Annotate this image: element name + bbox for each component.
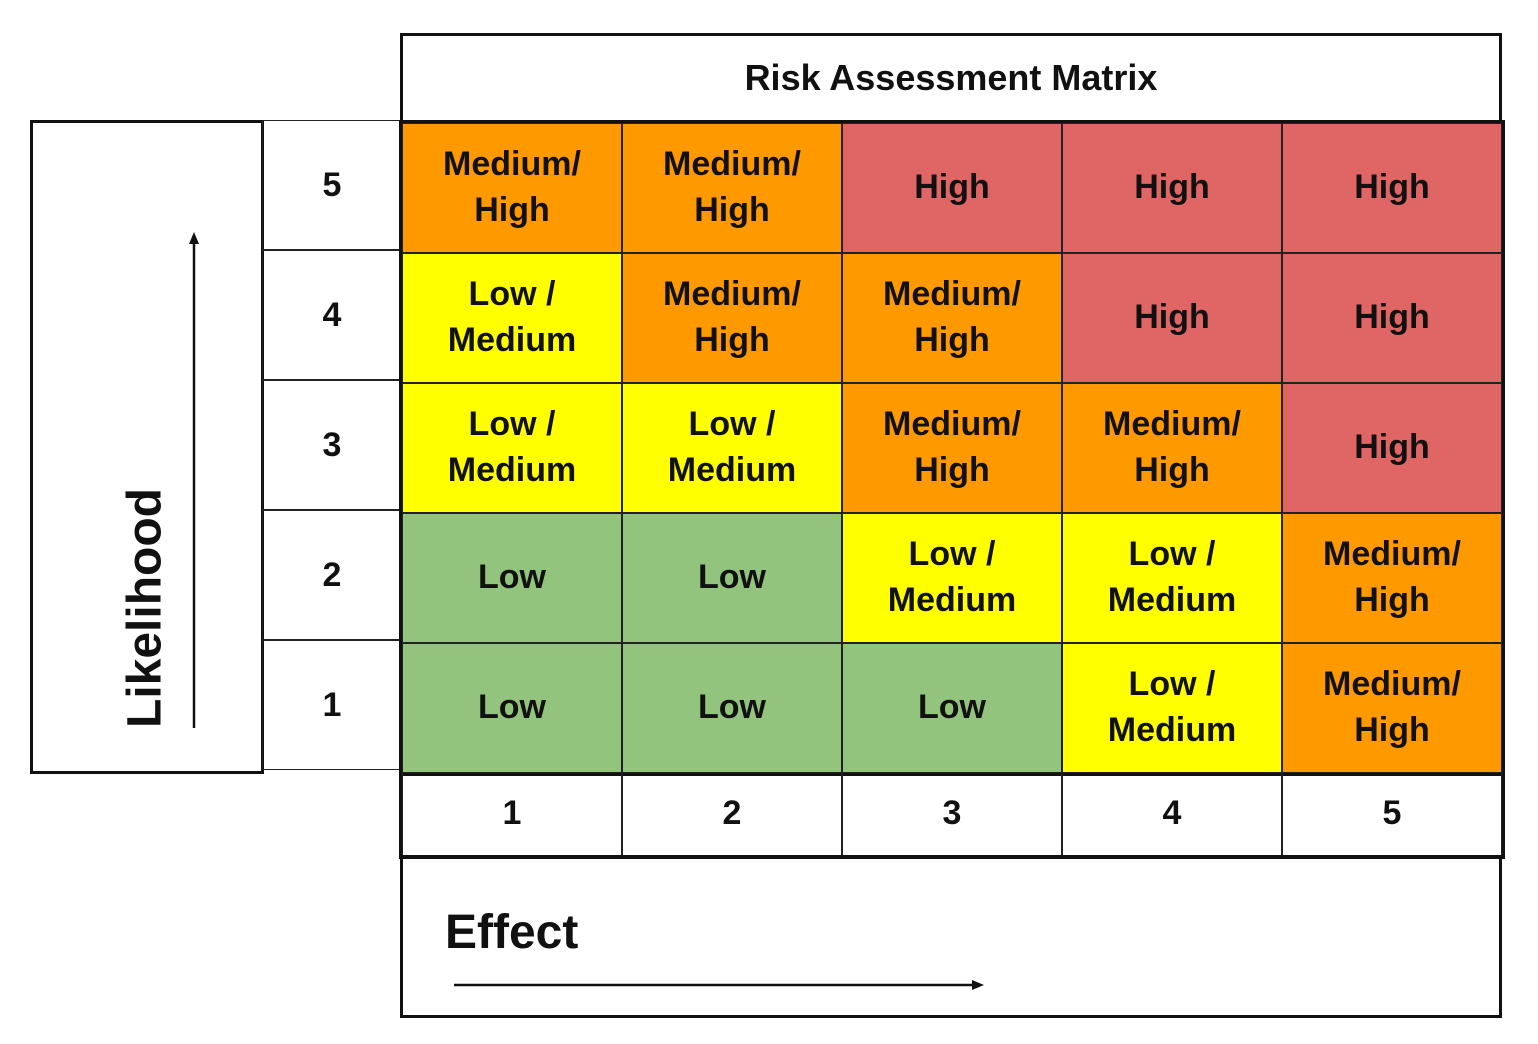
risk-cell: Medium/High [1062, 383, 1282, 513]
risk-cell: Low / Medium [1062, 513, 1282, 643]
risk-matrix-grid: Medium/High Medium/High High High High Low / M… [399, 120, 1505, 776]
risk-cell: Medium/High [402, 123, 622, 253]
risk-cell: Medium/High [1282, 513, 1502, 643]
risk-cell: Low / Medium [622, 383, 842, 513]
column-label: 5 [1282, 772, 1502, 856]
row-label: 5 [262, 120, 402, 250]
risk-cell: Low / Medium [842, 513, 1062, 643]
risk-cell: Low / Medium [1062, 643, 1282, 773]
risk-cell: High [1282, 253, 1502, 383]
risk-cell: Medium/High [1282, 643, 1502, 773]
row-label: 4 [262, 250, 402, 380]
risk-cell: Low / Medium [402, 383, 622, 513]
column-labels: 1 2 3 4 5 [399, 772, 1505, 859]
risk-cell: High [842, 123, 1062, 253]
matrix-title: Risk Assessment Matrix [400, 33, 1502, 123]
risk-cell: Low [402, 513, 622, 643]
risk-cell: Low [402, 643, 622, 773]
risk-cell: Low / Medium [402, 253, 622, 383]
column-label: 4 [1062, 772, 1282, 856]
column-label: 2 [622, 772, 842, 856]
risk-cell: Low [622, 513, 842, 643]
column-label: 1 [402, 772, 622, 856]
row-label: 2 [262, 510, 402, 640]
row-label: 3 [262, 380, 402, 510]
likelihood-arrow-icon [189, 232, 199, 728]
effect-axis-label: Effect [445, 906, 579, 959]
effect-axis-panel [400, 855, 1502, 1018]
risk-cell: Medium/High [622, 123, 842, 253]
likelihood-axis-label: Likelihood [118, 488, 172, 728]
risk-cell: Medium/High [622, 253, 842, 383]
risk-cell: Low [622, 643, 842, 773]
row-labels: 5 4 3 2 1 [262, 120, 402, 770]
risk-cell: High [1282, 123, 1502, 253]
risk-cell: High [1062, 253, 1282, 383]
risk-cell: High [1062, 123, 1282, 253]
risk-cell: High [1282, 383, 1502, 513]
effect-arrow-icon [454, 980, 984, 990]
risk-cell: Medium/High [842, 253, 1062, 383]
row-label: 1 [262, 640, 402, 770]
risk-cell: Medium/High [842, 383, 1062, 513]
risk-cell: Low [842, 643, 1062, 773]
column-label: 3 [842, 772, 1062, 856]
